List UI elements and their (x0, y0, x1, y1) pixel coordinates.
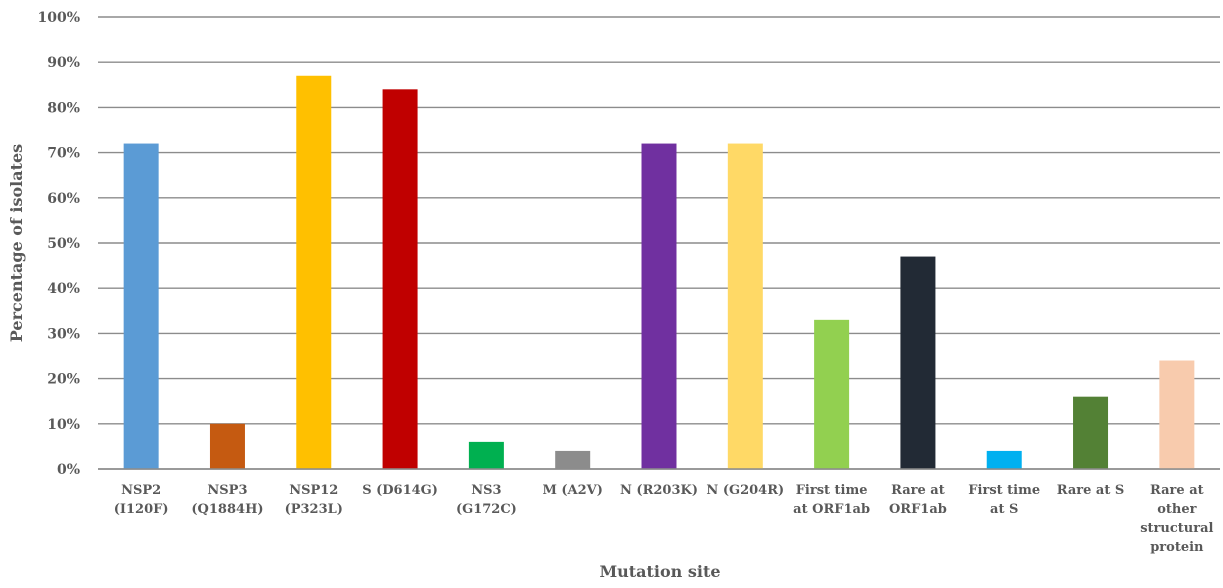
x-tick-label: NSP12 (P323L) (285, 483, 343, 517)
bar (986, 450, 1022, 469)
x-tick-label-line: (Q1884H) (191, 502, 263, 517)
x-tick-label-line: NSP3 (207, 483, 247, 498)
x-tick-label-line: Rare at S (1057, 483, 1125, 498)
bar (123, 143, 159, 469)
x-tick-label: M (A2V) (542, 483, 602, 498)
bar (555, 450, 591, 469)
y-tick-label: 90% (47, 55, 80, 71)
y-axis-title: Percentage of isolates (7, 144, 26, 342)
x-tick-label-line: (I120F) (114, 502, 169, 517)
x-tick-label-line: NSP2 (121, 483, 161, 498)
x-tick-label: NSP3 (Q1884H) (191, 483, 263, 517)
y-tick-label: 0% (57, 462, 80, 478)
x-tick-label-line: Rare at (1150, 483, 1204, 498)
x-tick-label-line: S (D614G) (362, 483, 438, 498)
x-axis-category-labels: NSP2 (I120F) NSP3 (Q1884H) NSP12 (P323L) S (D6… (114, 483, 1214, 555)
x-tick-label: N (G204R) (706, 483, 784, 498)
bar (1159, 360, 1195, 469)
y-tick-label: 20% (47, 372, 80, 388)
x-tick-label-line: (P323L) (285, 502, 343, 517)
y-tick-label: 30% (47, 326, 80, 342)
x-tick-label: Rare at ORF1ab (889, 483, 947, 517)
bar (814, 319, 850, 469)
y-axis-ticks: 0% 10% 20% 30% 40% 50% 60% 70% 80% 90% 100% (37, 10, 80, 478)
x-tick-label-line: Rare at (891, 483, 945, 498)
bar (727, 143, 763, 469)
x-tick-label-line: NS3 (471, 483, 501, 498)
x-tick-label: First time at ORF1ab (793, 483, 870, 517)
x-tick-label: NSP2 (I120F) (114, 483, 169, 517)
bar (296, 75, 332, 469)
x-tick-label-line: protein (1150, 540, 1204, 555)
x-tick-label-line: First time (968, 483, 1040, 498)
bar (382, 89, 418, 469)
x-tick-label-line: N (G204R) (706, 483, 784, 498)
x-tick-label-line: M (A2V) (542, 483, 602, 498)
y-tick-label: 80% (47, 100, 80, 116)
y-tick-label: 10% (47, 417, 80, 433)
x-tick-label-line: First time (796, 483, 868, 498)
bar (209, 423, 245, 469)
x-tick-label: Rare at S (1057, 483, 1125, 498)
x-tick-label: First time at S (968, 483, 1040, 517)
bar (641, 143, 677, 469)
x-tick-label-line: other (1157, 502, 1196, 517)
bar (900, 256, 936, 469)
x-tick-label: NS3 (G172C) (456, 483, 517, 517)
x-tick-label-line: N (R203K) (620, 483, 698, 498)
y-tick-label: 70% (47, 146, 80, 162)
x-tick-label-line: at ORF1ab (793, 502, 870, 517)
x-tick-label-line: at S (990, 502, 1018, 517)
bar (468, 441, 504, 469)
y-tick-label: 50% (47, 236, 80, 252)
x-tick-label: S (D614G) (362, 483, 438, 498)
x-tick-label-line: (G172C) (456, 502, 517, 517)
y-tick-label: 40% (47, 281, 80, 297)
bar (1073, 396, 1109, 469)
bars (98, 75, 1220, 470)
x-tick-label: Rare at other structural protein (1140, 483, 1213, 555)
y-tick-label: 60% (47, 191, 80, 207)
x-tick-label-line: NSP12 (289, 483, 338, 498)
x-tick-label-line: structural (1140, 521, 1213, 536)
x-tick-label-line: ORF1ab (889, 502, 947, 517)
x-axis-title: Mutation site (599, 562, 720, 581)
y-tick-label: 100% (37, 10, 80, 26)
x-tick-label: N (R203K) (620, 483, 698, 498)
